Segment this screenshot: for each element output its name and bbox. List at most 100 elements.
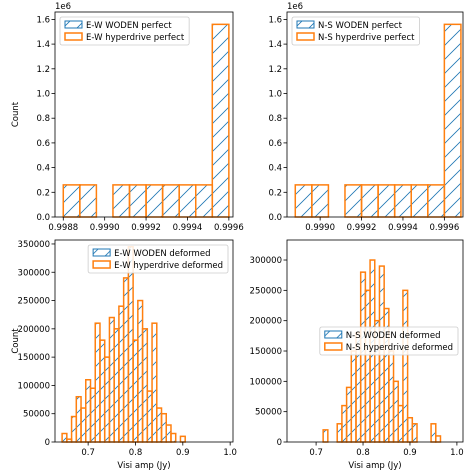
hatched-bar [79, 184, 97, 218]
x-tick-label: 1.0 [450, 448, 464, 458]
y-tick-label: 1.2 [268, 65, 282, 75]
hatched-bar [394, 184, 412, 218]
hatched-bar [344, 184, 362, 218]
legend-box [59, 16, 190, 46]
y-tick-label: 1.0 [268, 90, 282, 100]
legend-swatch [92, 260, 111, 269]
y-tick-label: 0.6 [36, 139, 50, 149]
legend-box [87, 244, 229, 274]
y-axis-label: Count [11, 328, 21, 354]
axes-frame [54, 239, 234, 443]
legend-label: N-S WODEN deformed [346, 331, 441, 341]
legend: N-S WODEN perfect N-S hyperdrive perfect [291, 16, 420, 46]
y-tick-label: 1.6 [268, 15, 282, 25]
hatched-bar [129, 184, 147, 218]
legend-label: E-W WODEN perfect [86, 21, 172, 31]
y-tick-label: 100000 [18, 381, 50, 391]
hatched-bar [195, 184, 213, 218]
legend-label: N-S hyperdrive deformed [346, 343, 453, 353]
x-tick-label: 0.8 [129, 448, 143, 458]
legend-swatch [324, 330, 343, 339]
hatched-bar [410, 184, 429, 218]
y-tick-label: 250000 [18, 297, 50, 307]
x-tick-label: 0.9994 [173, 223, 203, 233]
x-tick-label: 1.0 [223, 448, 237, 458]
y-tick-label: 50000 [255, 408, 282, 418]
legend-label: N-S hyperdrive perfect [318, 33, 415, 43]
x-tick-label: 0.9 [403, 448, 417, 458]
hatched-bar [178, 184, 197, 218]
y-tick-label: 200000 [18, 325, 50, 335]
y-tick-label: 0.0 [268, 213, 282, 223]
y-tick-label: 300000 [250, 256, 282, 266]
y-tick-label: 200000 [250, 317, 282, 327]
x-axis-label: Visi amp (Jy) [117, 461, 170, 471]
y-tick-label: 250000 [250, 286, 282, 296]
legend-swatch [296, 32, 315, 41]
y-tick-label: 1.2 [36, 65, 50, 75]
legend-box [319, 326, 459, 356]
x-tick-label: 0.9990 [305, 223, 335, 233]
x-tick-label: 0.9996 [429, 223, 459, 233]
y-tick-label: 1.4 [36, 40, 50, 50]
y-tick-label: 0.6 [268, 139, 282, 149]
y-tick-label: 300000 [18, 268, 50, 278]
offset-text: 1e6 [55, 2, 71, 12]
y-tick-label: 0.4 [36, 164, 50, 174]
offset-text: 1e6 [287, 2, 303, 12]
legend-swatch [64, 20, 83, 29]
y-tick-label: 100000 [250, 377, 282, 387]
hatched-bar [427, 184, 445, 218]
x-tick-label: 0.9996 [214, 223, 244, 233]
y-tick-label: 0.2 [36, 188, 50, 198]
legend: E-W WODEN perfect E-W hyperdrive perfect [59, 16, 190, 46]
x-axis-label: Visi amp (Jy) [348, 461, 401, 471]
legend: E-W WODEN deformed E-W hyperdrive deforme… [87, 244, 229, 274]
axes-frame [54, 11, 234, 218]
y-tick-label: 350000 [18, 240, 50, 250]
y-tick-label: 0.2 [268, 188, 282, 198]
x-tick-label: 0.9992 [131, 223, 161, 233]
legend-label: N-S WODEN perfect [318, 21, 403, 31]
legend-swatch [64, 32, 83, 41]
y-tick-label: 0 [45, 438, 50, 448]
hatched-bar [112, 184, 130, 218]
hatched-bar [443, 23, 462, 218]
y-tick-label: 0 [277, 438, 282, 448]
legend-label: E-W hyperdrive perfect [86, 33, 185, 43]
hatched-bar [62, 184, 81, 218]
hatched-bar [162, 184, 180, 218]
hatched-bar [145, 184, 164, 218]
y-tick-label: 1.0 [36, 90, 50, 100]
legend-swatch [296, 20, 315, 29]
x-tick-label: 0.9988 [48, 223, 78, 233]
y-tick-label: 150000 [18, 353, 50, 363]
x-tick-label: 0.7 [309, 448, 323, 458]
y-tick-label: 1.6 [36, 15, 50, 25]
hatched-bar [211, 23, 230, 218]
x-tick-label: 0.9 [176, 448, 190, 458]
legend-label: E-W WODEN deformed [114, 249, 210, 259]
y-tick-label: 0.8 [268, 114, 282, 124]
y-tick-label: 0.8 [36, 114, 50, 124]
y-tick-label: 1.4 [268, 40, 282, 50]
y-tick-label: 150000 [250, 347, 282, 357]
legend: N-S WODEN deformed N-S hyperdrive deforme… [319, 326, 459, 356]
x-tick-label: 0.9994 [388, 223, 418, 233]
y-axis-label: Count [11, 101, 21, 127]
axes-frame [286, 11, 464, 218]
y-tick-label: 0.4 [268, 164, 282, 174]
y-tick-label: 0.0 [36, 213, 50, 223]
x-tick-label: 0.9990 [90, 223, 120, 233]
x-tick-label: 0.9992 [347, 223, 377, 233]
hatched-bar [361, 184, 379, 218]
legend-swatch [324, 342, 343, 351]
hatched-bar [311, 184, 329, 218]
x-tick-label: 0.8 [356, 448, 370, 458]
legend-box [291, 16, 420, 46]
x-tick-label: 0.7 [81, 448, 95, 458]
axes-frame [286, 239, 464, 443]
legend-label: E-W hyperdrive deformed [114, 261, 223, 271]
hatched-bar [294, 184, 313, 218]
